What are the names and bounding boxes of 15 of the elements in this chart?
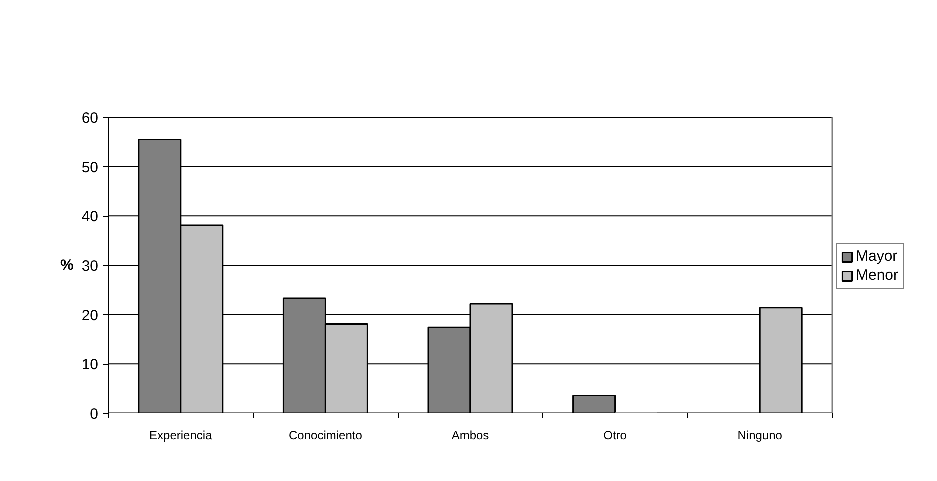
y-tick-label: 60: [82, 110, 99, 127]
x-tick-label: Ninguno: [738, 428, 783, 442]
x-tick-label: Otro: [604, 428, 628, 442]
x-tick-label: Conocimiento: [289, 428, 363, 442]
y-tick-label: 10: [82, 356, 99, 374]
y-tick-label: 0: [90, 406, 98, 423]
y-axis-title: %: [60, 257, 74, 274]
y-tick-label: 50: [82, 159, 99, 176]
y-tick-label: 40: [82, 208, 99, 226]
legend-label: Menor: [856, 267, 899, 284]
x-tick-label: Experiencia: [150, 428, 213, 442]
legend-label: Mayor: [856, 248, 898, 265]
y-tick-label: 20: [82, 307, 99, 324]
y-tick-label: 30: [82, 258, 99, 275]
x-tick-label: Ambos: [452, 428, 490, 442]
